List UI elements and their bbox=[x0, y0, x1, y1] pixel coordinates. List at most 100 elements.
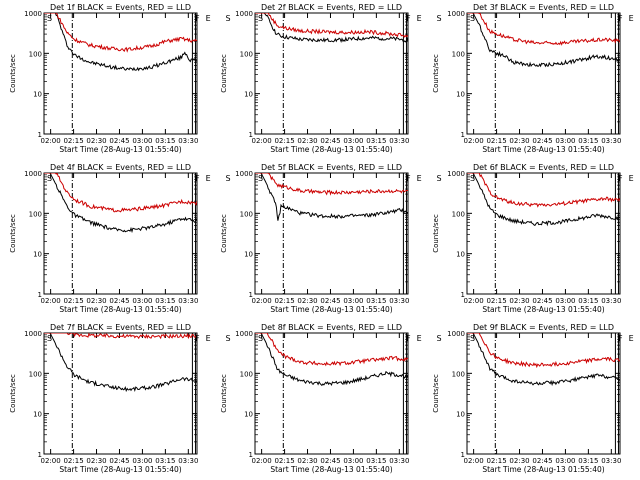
x-tick-label: 03:00 bbox=[555, 137, 575, 145]
lld-series-line bbox=[467, 173, 620, 208]
marker-letter: F bbox=[618, 14, 623, 23]
marker-letter: S bbox=[258, 174, 263, 183]
y-tick-label: 100 bbox=[240, 50, 253, 58]
x-tick-label: 03:00 bbox=[132, 137, 152, 145]
lld-series-line bbox=[255, 13, 408, 38]
detector-panel-8: Det 8f BLACK = Events, RED = LLD 1 10 100 10… bbox=[220, 323, 442, 474]
marker-letter: F bbox=[406, 174, 411, 183]
x-tick-label: 02:30 bbox=[509, 297, 529, 305]
x-tick-label: 02:15 bbox=[274, 137, 294, 145]
y-tick-label: 10 bbox=[244, 411, 253, 419]
x-tick-label: 02:00 bbox=[252, 137, 272, 145]
marker-letter: E bbox=[417, 334, 422, 343]
x-tick-label: 03:30 bbox=[178, 137, 198, 145]
x-tick-label: 02:30 bbox=[86, 137, 106, 145]
lld-series-line bbox=[467, 333, 620, 369]
x-tick-label: 02:00 bbox=[464, 457, 484, 465]
x-tick-label: 02:30 bbox=[297, 297, 317, 305]
marker-letter: E bbox=[629, 334, 634, 343]
events-series-line bbox=[44, 333, 197, 393]
x-tick-label: 03:00 bbox=[343, 297, 363, 305]
x-tick-label: 03:15 bbox=[578, 457, 598, 465]
marker-letter: F bbox=[195, 334, 200, 343]
y-tick-label: 100 bbox=[29, 50, 42, 58]
y-tick-label: 1 bbox=[249, 131, 253, 139]
events-series-line bbox=[467, 13, 620, 68]
x-tick-label: 02:00 bbox=[41, 137, 61, 145]
marker-letter: E bbox=[417, 14, 422, 23]
y-tick-label: 10 bbox=[456, 91, 465, 99]
panel-title: Det 6f BLACK = Events, RED = LLD bbox=[473, 163, 614, 172]
detector-panel-1: Det 1f BLACK = Events, RED = LLD 1 10 100 10… bbox=[9, 3, 231, 154]
y-axis-label: Counts/sec bbox=[432, 214, 440, 253]
y-tick-label: 100 bbox=[29, 210, 42, 218]
marker-letter: S bbox=[470, 174, 475, 183]
x-tick-label: 02:45 bbox=[532, 457, 552, 465]
marker-letter: S bbox=[226, 174, 231, 183]
y-tick-label: 10 bbox=[33, 411, 42, 419]
x-tick-label: 02:15 bbox=[63, 297, 83, 305]
x-tick-label: 02:45 bbox=[320, 137, 340, 145]
x-axis-label: Start Time (28-Aug-13 01:55:40) bbox=[270, 145, 392, 154]
y-tick-label: 100 bbox=[29, 370, 42, 378]
x-tick-label: 02:15 bbox=[486, 457, 506, 465]
x-tick-label: 02:15 bbox=[63, 457, 83, 465]
y-tick-label: 100 bbox=[452, 370, 465, 378]
marker-letter: S bbox=[470, 14, 475, 23]
plot-frame bbox=[43, 332, 198, 455]
events-series-line bbox=[44, 13, 197, 72]
plot-frame bbox=[254, 12, 409, 135]
y-tick-label: 1000 bbox=[447, 170, 465, 178]
y-tick-label: 100 bbox=[240, 210, 253, 218]
x-axis-label: Start Time (28-Aug-13 01:55:40) bbox=[59, 465, 181, 474]
x-axis-label: Start Time (28-Aug-13 01:55:40) bbox=[59, 305, 181, 314]
lld-series-line bbox=[44, 173, 197, 213]
x-tick-label: 02:45 bbox=[320, 457, 340, 465]
y-tick-label: 10 bbox=[244, 251, 253, 259]
y-tick-label: 100 bbox=[452, 50, 465, 58]
x-tick-label: 02:30 bbox=[86, 457, 106, 465]
x-tick-label: 02:00 bbox=[41, 297, 61, 305]
y-axis-label: Counts/sec bbox=[220, 54, 228, 93]
y-tick-label: 1 bbox=[249, 451, 253, 459]
x-tick-label: 02:15 bbox=[486, 297, 506, 305]
x-tick-label: 03:15 bbox=[155, 297, 175, 305]
y-tick-label: 10 bbox=[456, 251, 465, 259]
y-tick-label: 100 bbox=[452, 210, 465, 218]
x-tick-label: 02:45 bbox=[109, 297, 129, 305]
marker-letter: S bbox=[470, 334, 475, 343]
plot-frame bbox=[466, 332, 621, 455]
detector-panel-3: Det 3f BLACK = Events, RED = LLD 1 10 100 10… bbox=[432, 3, 634, 154]
x-tick-label: 02:00 bbox=[464, 297, 484, 305]
y-tick-label: 10 bbox=[33, 251, 42, 259]
plot-frame bbox=[254, 332, 409, 455]
x-tick-label: 03:30 bbox=[389, 457, 409, 465]
x-axis-label: Start Time (28-Aug-13 01:55:40) bbox=[270, 305, 392, 314]
x-tick-label: 03:30 bbox=[178, 297, 198, 305]
panel-title: Det 4f BLACK = Events, RED = LLD bbox=[50, 163, 191, 172]
marker-letter: F bbox=[195, 14, 200, 23]
x-tick-label: 02:00 bbox=[252, 297, 272, 305]
x-tick-label: 03:15 bbox=[155, 137, 175, 145]
marker-letter: F bbox=[406, 334, 411, 343]
marker-letter: S bbox=[47, 174, 52, 183]
panel-title: Det 2f BLACK = Events, RED = LLD bbox=[261, 3, 402, 12]
panel-title: Det 8f BLACK = Events, RED = LLD bbox=[261, 323, 402, 332]
x-axis-label: Start Time (28-Aug-13 01:55:40) bbox=[482, 305, 604, 314]
y-tick-label: 1 bbox=[38, 451, 42, 459]
y-tick-label: 1 bbox=[38, 131, 42, 139]
y-axis-label: Counts/sec bbox=[220, 214, 228, 253]
y-tick-label: 1 bbox=[461, 291, 465, 299]
y-tick-label: 100 bbox=[240, 370, 253, 378]
marker-letter: E bbox=[206, 334, 211, 343]
x-tick-label: 03:30 bbox=[178, 457, 198, 465]
y-tick-label: 1000 bbox=[447, 10, 465, 18]
x-tick-label: 02:00 bbox=[252, 457, 272, 465]
x-tick-label: 03:30 bbox=[389, 297, 409, 305]
y-axis-label: Counts/sec bbox=[9, 54, 17, 93]
x-tick-label: 03:00 bbox=[132, 297, 152, 305]
y-tick-label: 10 bbox=[456, 411, 465, 419]
marker-letter: S bbox=[47, 14, 52, 23]
marker-letter: S bbox=[437, 14, 442, 23]
